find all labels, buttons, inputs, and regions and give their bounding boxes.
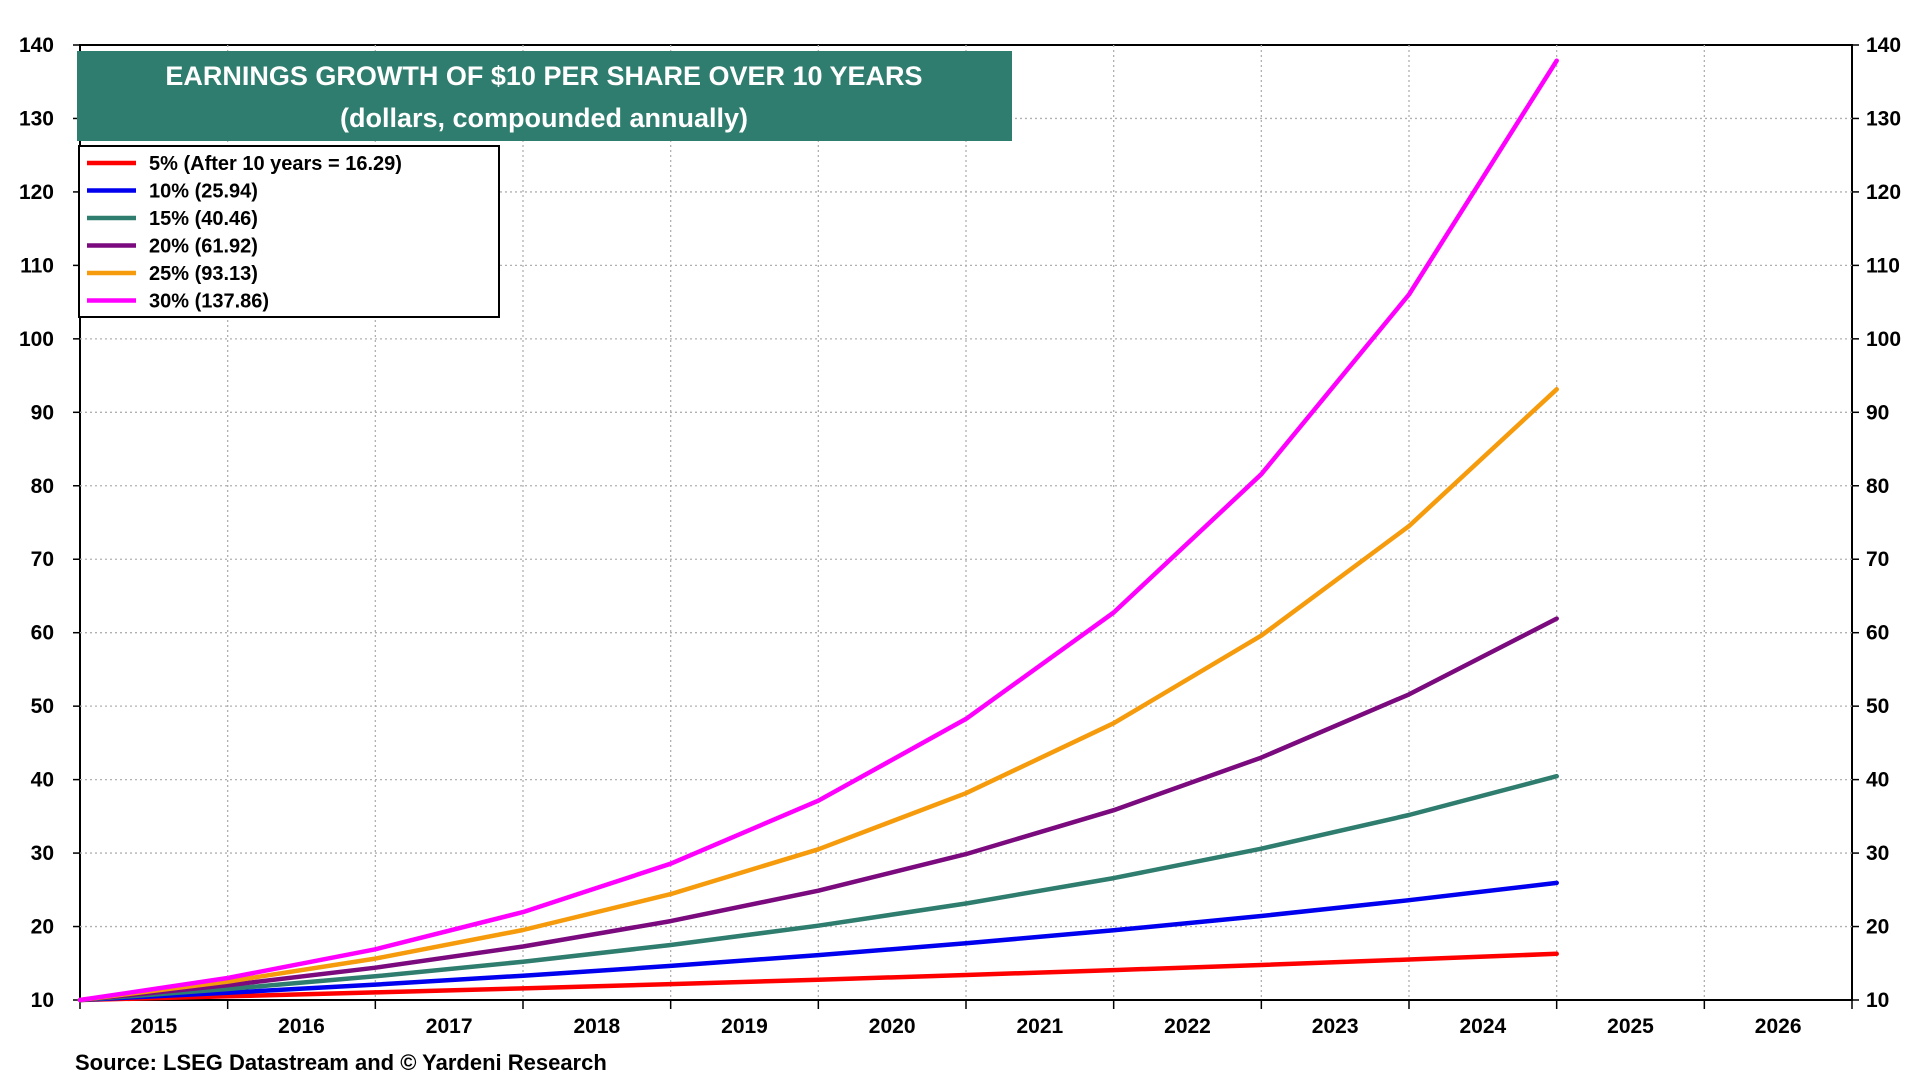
x-tick-label: 2021 bbox=[1016, 1015, 1063, 1038]
y-tick-label-right: 40 bbox=[1866, 769, 1889, 792]
x-tick-label: 2023 bbox=[1312, 1015, 1359, 1038]
chart-title-box: EARNINGS GROWTH OF $10 PER SHARE OVER 10… bbox=[77, 51, 1012, 141]
legend-box bbox=[78, 145, 500, 318]
x-tick-label: 2017 bbox=[426, 1015, 473, 1038]
y-tick-label-right: 70 bbox=[1866, 548, 1889, 571]
series-line bbox=[77, 951, 1559, 1003]
y-tick-label-right: 10 bbox=[1866, 989, 1889, 1012]
y-tick-label-left: 60 bbox=[31, 622, 54, 645]
x-axis: 2015 2016 2017 2018 2019 2020 2021 2022 2023 2024… bbox=[130, 1015, 1801, 1038]
y-tick-label-right: 90 bbox=[1866, 401, 1889, 424]
y-tick-label-right: 20 bbox=[1866, 916, 1889, 939]
legend-label: 15% (40.46) bbox=[149, 208, 258, 230]
y-tick-label-right: 30 bbox=[1866, 842, 1889, 865]
y-tick-label-left: 140 bbox=[19, 34, 54, 57]
x-tick-label: 2025 bbox=[1607, 1015, 1654, 1038]
y-tick-label-left: 40 bbox=[31, 769, 54, 792]
y-axis-left: 10 20 30 40 50 60 70 80 90 100 110 120 130 140 bbox=[19, 34, 54, 1012]
series-line bbox=[77, 616, 1559, 1003]
y-tick-label-right: 120 bbox=[1866, 181, 1901, 204]
x-tick-label: 2015 bbox=[130, 1015, 177, 1038]
series-line bbox=[77, 880, 1559, 1003]
series-line bbox=[77, 773, 1559, 1003]
y-tick-label-left: 100 bbox=[19, 328, 54, 351]
y-tick-label-left: 30 bbox=[31, 842, 54, 865]
y-tick-label-left: 70 bbox=[31, 548, 54, 571]
y-tick-label-left: 130 bbox=[19, 107, 54, 130]
x-tick-label: 2026 bbox=[1755, 1015, 1802, 1038]
legend-label: 30% (137.86) bbox=[149, 291, 269, 313]
source-note: Source: LSEG Datastream and © Yardeni Re… bbox=[75, 1050, 607, 1075]
chart-subtitle: (dollars, compounded annually) bbox=[340, 103, 748, 133]
y-tick-label-left: 90 bbox=[31, 401, 54, 424]
y-tick-label-left: 110 bbox=[20, 254, 54, 277]
y-tick-label-right: 130 bbox=[1866, 107, 1901, 130]
x-tick-label: 2019 bbox=[721, 1015, 768, 1038]
y-tick-label-left: 10 bbox=[31, 989, 54, 1012]
y-tick-label-left: 80 bbox=[31, 475, 54, 498]
x-tick-label: 2016 bbox=[278, 1015, 325, 1038]
data-series bbox=[77, 58, 1559, 1003]
title-background bbox=[77, 51, 1012, 141]
y-tick-label-left: 20 bbox=[31, 916, 54, 939]
y-tick-label-right: 100 bbox=[1866, 328, 1901, 351]
legend: 5% (After 10 years = 16.29) 10% (25.94) 15… bbox=[78, 145, 500, 318]
legend-label: 25% (93.13) bbox=[149, 263, 258, 285]
x-tick-label: 2022 bbox=[1164, 1015, 1211, 1038]
x-tick-label: 2018 bbox=[573, 1015, 620, 1038]
series-line bbox=[77, 58, 1559, 1003]
y-tick-label-right: 140 bbox=[1866, 34, 1901, 57]
legend-label: 5% (After 10 years = 16.29) bbox=[149, 153, 402, 175]
legend-label: 20% (61.92) bbox=[149, 236, 258, 258]
x-tick-label: 2020 bbox=[869, 1015, 916, 1038]
y-axis-right: 10 20 30 40 50 60 70 80 90 100 110 120 130 140 bbox=[1866, 34, 1901, 1012]
y-tick-label-left: 50 bbox=[31, 695, 54, 718]
y-tick-label-right: 110 bbox=[1866, 254, 1900, 277]
x-tick-label: 2024 bbox=[1459, 1015, 1506, 1038]
legend-label: 10% (25.94) bbox=[149, 181, 258, 203]
y-tick-label-right: 60 bbox=[1866, 622, 1889, 645]
series-line bbox=[77, 387, 1559, 1003]
y-tick-label-right: 50 bbox=[1866, 695, 1889, 718]
y-tick-label-right: 80 bbox=[1866, 475, 1889, 498]
y-tick-label-left: 120 bbox=[19, 181, 54, 204]
chart-title: EARNINGS GROWTH OF $10 PER SHARE OVER 10… bbox=[165, 61, 922, 91]
